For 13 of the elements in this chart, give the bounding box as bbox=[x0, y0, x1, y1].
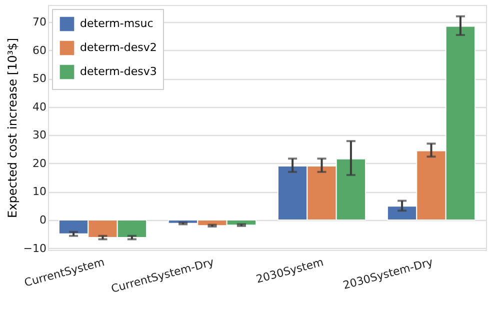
legend-label: determ-desv3 bbox=[80, 65, 157, 78]
y-tick-label: 70 bbox=[32, 15, 46, 28]
legend-label: determ-msuc bbox=[80, 17, 154, 30]
y-tick-label: 10 bbox=[32, 185, 46, 198]
y-axis-title: Expected cost increase [10³$] bbox=[5, 38, 20, 218]
y-tick-label: 20 bbox=[32, 156, 46, 170]
legend-label: determ-desv2 bbox=[80, 41, 157, 54]
y-tick-label: 50 bbox=[32, 72, 46, 86]
y-tick-label: 40 bbox=[32, 100, 46, 114]
y-tick-label: 30 bbox=[32, 128, 46, 142]
y-tick-label: 60 bbox=[32, 44, 46, 57]
y-tick-label: 0 bbox=[40, 214, 46, 227]
y-tick-label: −10 bbox=[23, 242, 46, 255]
